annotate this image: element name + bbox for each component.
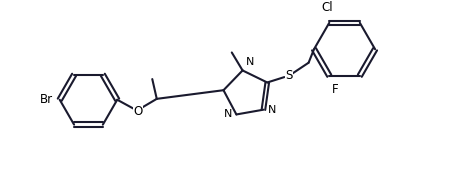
Text: N: N xyxy=(268,105,276,115)
Text: Cl: Cl xyxy=(322,1,333,14)
Text: N: N xyxy=(246,57,255,67)
Text: Br: Br xyxy=(40,93,53,106)
Text: N: N xyxy=(224,109,232,119)
Text: F: F xyxy=(332,83,339,96)
Text: O: O xyxy=(133,105,143,118)
Text: S: S xyxy=(285,69,293,82)
